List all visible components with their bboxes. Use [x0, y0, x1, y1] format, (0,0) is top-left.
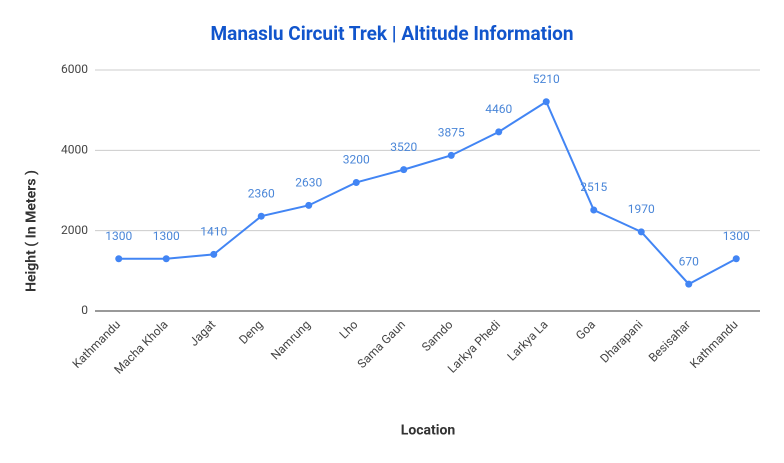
point [400, 166, 408, 174]
y-tick-label: 4000 [61, 143, 88, 157]
value-label: 2515 [580, 180, 607, 194]
point [352, 178, 360, 186]
point [257, 212, 265, 220]
value-label: 5210 [533, 72, 560, 86]
point [210, 250, 218, 258]
value-label: 670 [679, 254, 699, 268]
point [495, 128, 503, 136]
point [162, 255, 170, 263]
point [637, 228, 645, 236]
chart-title: Manaslu Circuit Trek | Altitude Informat… [211, 22, 574, 45]
value-label: 4460 [485, 102, 512, 116]
point [305, 201, 313, 209]
point [115, 255, 123, 263]
value-label: 2630 [295, 176, 322, 190]
value-label: 1300 [105, 229, 132, 243]
line [118, 100, 737, 286]
point [542, 98, 550, 106]
value-label: 1970 [628, 202, 655, 216]
value-label: 2360 [248, 186, 275, 200]
y-tick-label: 6000 [61, 62, 88, 76]
point [685, 280, 693, 288]
value-label: 3875 [438, 126, 465, 140]
y-tick-label: 2000 [61, 223, 88, 237]
point [447, 151, 455, 159]
y-axis-title: Height ( In Meters ) [24, 170, 40, 292]
value-label: 1410 [200, 225, 227, 239]
value-label: 1300 [153, 229, 180, 243]
value-label: 1300 [723, 229, 750, 243]
value-label: 3520 [390, 140, 417, 154]
value-label: 3200 [343, 153, 370, 167]
y-tick-label: 0 [81, 303, 88, 317]
point [732, 255, 740, 263]
x-axis-title: Location [401, 423, 456, 439]
point [590, 206, 598, 214]
